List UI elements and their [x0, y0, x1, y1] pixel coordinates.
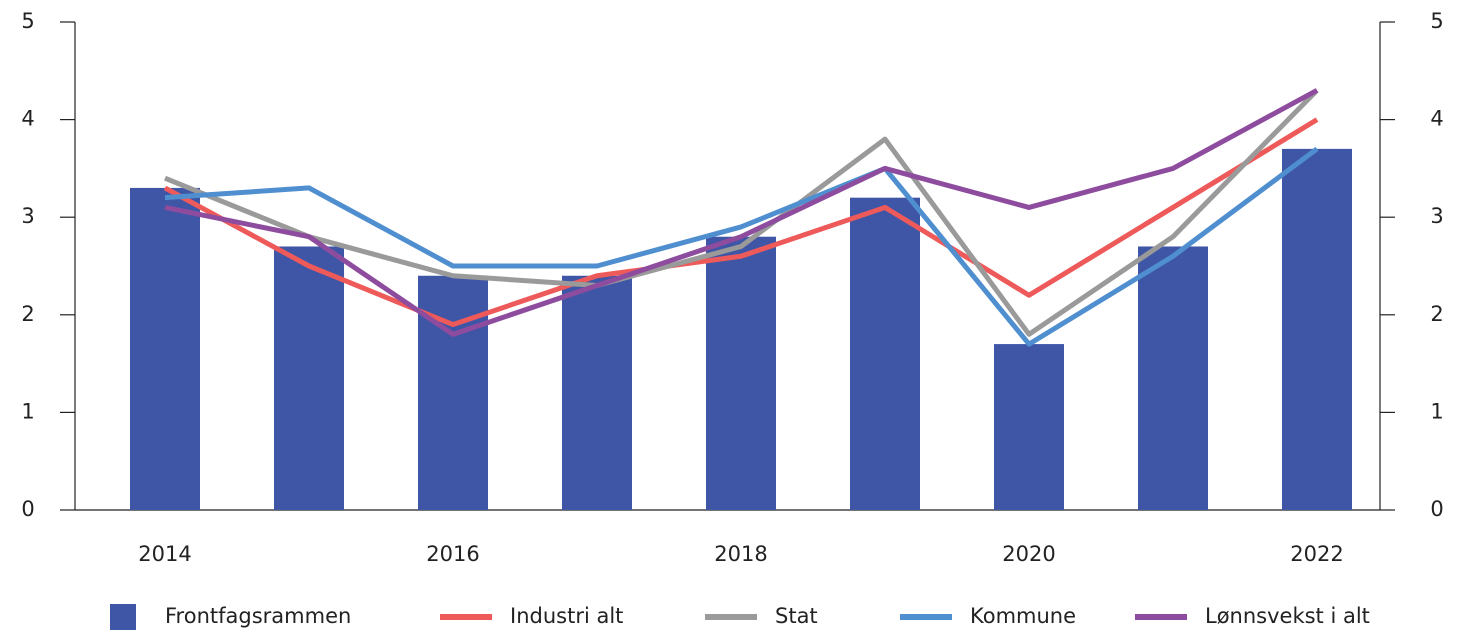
- line: [163, 117, 1319, 328]
- legend-label: Industri alt: [510, 604, 623, 628]
- y-tick-label: 3: [21, 204, 34, 228]
- bar: [562, 275, 632, 510]
- y2-tick-label: 3: [1430, 204, 1443, 228]
- x-tick-label: 2016: [426, 542, 479, 566]
- x-tick-label: 2018: [714, 542, 767, 566]
- y-tick-label: 1: [21, 399, 34, 423]
- bar: [994, 344, 1064, 510]
- legend-label: Lønnsvekst i alt: [1205, 604, 1370, 628]
- line: [164, 146, 1319, 347]
- x-tick-label: 2014: [138, 542, 191, 566]
- y-tick-label: 5: [21, 9, 34, 33]
- y2-tick-label: 5: [1430, 9, 1443, 33]
- y2-tick-label: 0: [1430, 497, 1443, 521]
- bar: [1282, 148, 1352, 510]
- bar: [1138, 246, 1208, 511]
- y2-tick-label: 4: [1430, 107, 1443, 131]
- bar: [418, 275, 488, 510]
- line: [164, 88, 1319, 337]
- legend-label: Stat: [775, 604, 818, 628]
- bar: [130, 187, 200, 511]
- y-tick-label: 2: [21, 302, 34, 326]
- bar: [850, 197, 920, 510]
- y2-tick-label: 2: [1430, 302, 1443, 326]
- bar: [706, 236, 776, 510]
- line: [164, 88, 1319, 337]
- y-tick-label: 4: [21, 107, 34, 131]
- bar: [274, 246, 344, 511]
- legend-swatch: [110, 604, 136, 630]
- legend-label: Frontfagsrammen: [165, 604, 351, 628]
- y2-tick-label: 1: [1430, 399, 1443, 423]
- x-tick-label: 2020: [1002, 542, 1055, 566]
- y-tick-label: 0: [21, 497, 34, 521]
- x-tick-label: 2022: [1290, 542, 1343, 566]
- legend-label: Kommune: [970, 604, 1076, 628]
